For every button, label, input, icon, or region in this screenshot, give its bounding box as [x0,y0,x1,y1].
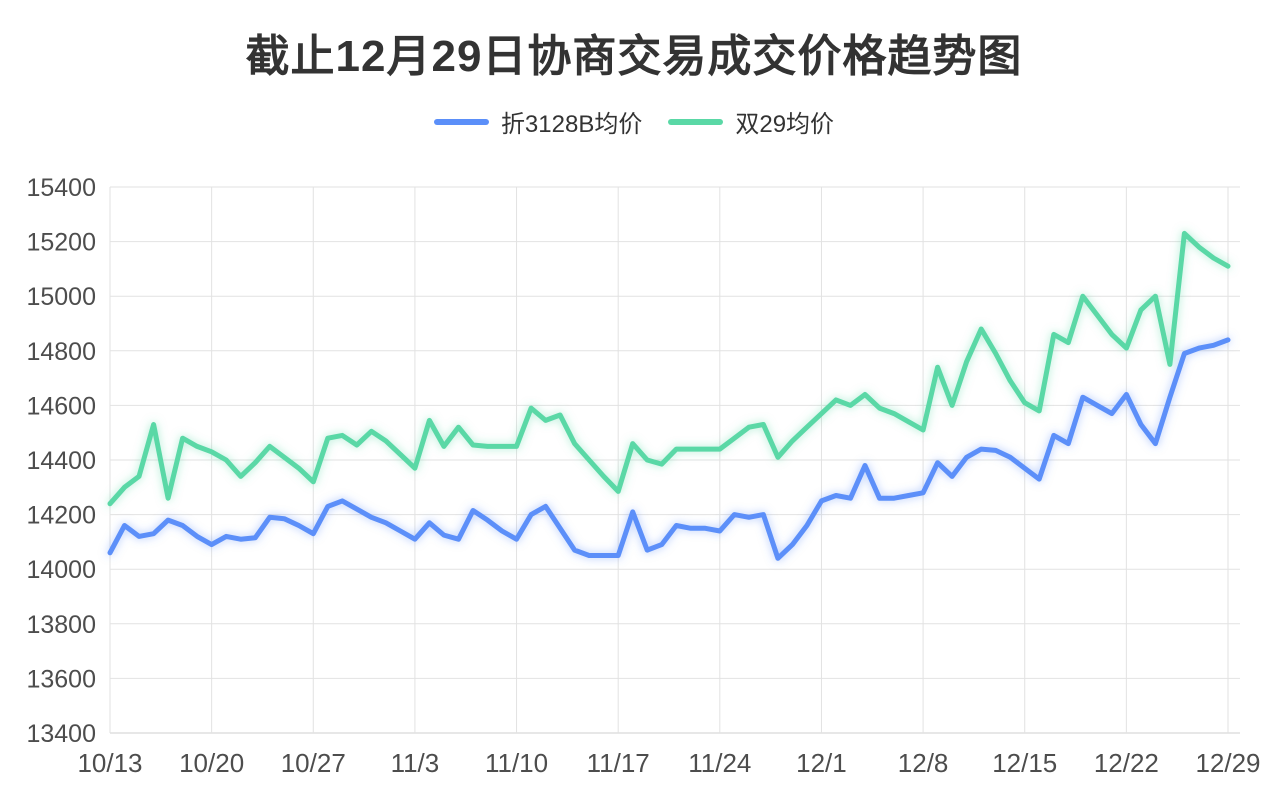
x-axis-tick-label: 10/27 [281,748,346,778]
y-axis-tick-label: 13600 [26,665,96,693]
x-axis-tick-label: 11/10 [485,748,548,778]
legend-label-3128b: 折3128B均价 [500,111,643,138]
chart-title: 截止12月29日协商交易成交价格趋势图 [245,32,1023,81]
x-axis-tick-label: 12/8 [898,748,949,778]
x-axis-tick-label: 11/3 [391,748,440,778]
y-axis-tick-label: 14200 [26,502,96,530]
y-axis-tick-label: 13400 [26,720,96,748]
y-axis-tick-label: 15000 [26,283,96,311]
series-line-3128b [107,337,1231,561]
legend-line-swatch-blue-icon [433,118,489,125]
chart-legend: 折3128B均价 双29均价 [0,104,1268,139]
x-axis-tick-label: 10/13 [77,748,142,778]
x-axis-tick-label: 12/22 [1094,748,1159,778]
x-axis-tick-label: 10/20 [179,748,244,778]
y-axis-tick-label: 14800 [26,338,96,366]
legend-item-shuang29[interactable]: 双29均价 [668,104,834,139]
y-axis-tick-label: 13800 [26,611,96,639]
x-axis-tick-label: 12/15 [992,748,1057,778]
x-axis-tick-label: 11/24 [688,748,751,778]
legend-item-3128b[interactable]: 折3128B均价 [433,104,643,139]
y-axis-tick-label: 14400 [26,447,96,475]
x-axis-tick-label: 12/29 [1195,748,1260,778]
y-axis-tick-label: 14600 [26,392,96,420]
y-axis-tick-label: 15200 [26,229,96,257]
series-line-shuang29 [107,230,1231,507]
legend-label-shuang29: 双29均价 [735,111,835,138]
x-axis-tick-label: 12/1 [796,748,847,778]
x-axis-tick-label: 11/17 [587,748,650,778]
y-axis-tick-label: 14000 [26,556,96,584]
legend-line-swatch-green-icon [668,118,724,125]
y-axis-tick-label: 15400 [26,174,96,202]
